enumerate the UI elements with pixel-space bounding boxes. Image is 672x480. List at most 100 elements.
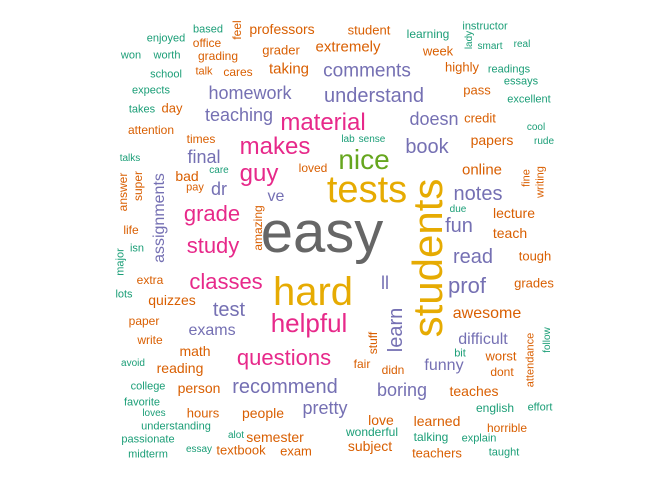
word-student: student [347, 22, 391, 38]
word-ve: ve [267, 188, 285, 205]
word-talks: talks [119, 153, 141, 164]
word-makes: makes [239, 133, 311, 160]
word-classes: classes [189, 269, 263, 294]
word-love: love [368, 412, 394, 428]
word-taught: taught [488, 446, 520, 459]
word-awesome: awesome [452, 305, 522, 322]
word-lots: lots [115, 288, 133, 301]
word-favorite: favorite [123, 396, 161, 409]
word-passionate: passionate [121, 433, 175, 446]
word-understand: understand [323, 85, 425, 107]
word-loved: loved [298, 161, 328, 175]
word-nice: nice [338, 144, 390, 175]
word-people: people [241, 405, 285, 421]
word-boring: boring [376, 380, 428, 400]
word-easy: easy [260, 200, 384, 265]
word-bit: bit [454, 347, 466, 360]
word-follow: follow [542, 327, 553, 353]
word-final: final [187, 147, 221, 167]
word-teachers: teachers [412, 445, 462, 461]
word-cool: cool [526, 122, 546, 133]
word-exam: exam [280, 443, 312, 459]
word-wonderful: wonderful [345, 425, 399, 439]
word-life: life [123, 223, 139, 237]
word-avoid: avoid [121, 358, 145, 369]
word-tough: tough [518, 248, 552, 264]
word-reading: reading [156, 360, 204, 376]
word-stuff: stuff [366, 331, 380, 355]
word-difficult: difficult [458, 331, 508, 348]
word-teaches: teaches [449, 383, 499, 399]
word-online: online [461, 161, 503, 179]
word-writing: writing [534, 166, 547, 198]
word-study: study [186, 233, 240, 258]
word-professors: professors [249, 21, 315, 37]
word-textbook: textbook [216, 442, 266, 458]
word-isn: isn [129, 242, 145, 255]
word-super: super [131, 170, 145, 202]
word-tests: tests [326, 169, 408, 211]
word-learned: learned [413, 413, 461, 429]
word-teach: teach [492, 225, 528, 241]
word-fine: fine [520, 169, 533, 187]
word-prof: prof [448, 273, 486, 298]
word-care: care [209, 165, 229, 176]
word-day: day [161, 100, 183, 116]
word-school: school [150, 68, 182, 81]
word-english: english [475, 401, 515, 415]
word-read: read [452, 246, 494, 268]
word-based: based [193, 23, 223, 36]
word-amazing: amazing [251, 205, 265, 251]
word-teaching: teaching [204, 105, 274, 125]
word-won: won [120, 49, 142, 62]
word-questions: questions [236, 345, 332, 370]
word-semester: semester [246, 429, 304, 445]
word-talking: talking [413, 430, 449, 444]
word-papers: papers [470, 132, 514, 148]
word-material: material [280, 109, 366, 136]
word-subject: subject [347, 438, 393, 454]
word-helpful: helpful [270, 308, 348, 338]
word-week: week [422, 43, 454, 59]
word-essay: essay [185, 444, 213, 455]
word-fair: fair [353, 357, 371, 371]
word-essays: essays [503, 75, 539, 88]
word-dont: dont [490, 365, 514, 379]
word-extra: extra [136, 273, 164, 287]
word-grader: grader [262, 42, 300, 58]
word-grade: grade [183, 201, 241, 226]
word-understanding: understanding [141, 420, 211, 433]
word-college: college [130, 380, 166, 393]
word-paper: paper [128, 314, 160, 328]
word-taking: taking [268, 60, 310, 78]
word-students: students [404, 178, 451, 338]
word-lab: lab [341, 134, 355, 145]
word-feel: feel [230, 20, 244, 40]
word-attendance: attendance [524, 332, 537, 388]
word-test: test [212, 299, 246, 321]
word-bad: bad [175, 168, 199, 184]
word-horrible: horrible [486, 421, 528, 435]
word-rude: rude [533, 136, 555, 147]
word-learn: learn [385, 307, 407, 353]
word-homework: homework [208, 83, 292, 103]
word-person: person [177, 380, 221, 396]
word-guy: guy [239, 160, 279, 187]
word-takes: takes [128, 103, 156, 116]
word-learning: learning [406, 27, 450, 41]
word-lady: lady [464, 30, 475, 50]
word-didn: didn [381, 363, 405, 377]
word-credit: credit [464, 110, 496, 126]
word-due: due [449, 204, 467, 215]
word-cares: cares [223, 65, 253, 79]
word-effort: effort [527, 401, 553, 414]
word-hours: hours [186, 405, 220, 421]
word-expects: expects [132, 84, 170, 97]
word-pass: pass [463, 82, 491, 98]
word-real: real [513, 39, 531, 50]
word-instructor: instructor [462, 20, 508, 33]
word-loves: loves [142, 408, 166, 419]
word-dr: dr [210, 179, 228, 199]
word-math: math [179, 343, 211, 359]
word-grading: grading [197, 49, 239, 63]
